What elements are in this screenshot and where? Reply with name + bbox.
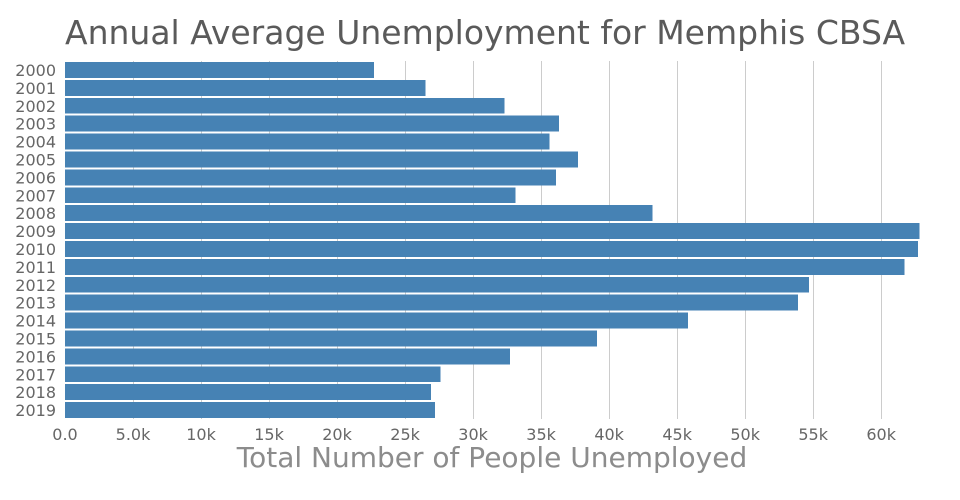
bar-2010 [65, 241, 918, 257]
y-tick-label: 2015 [15, 329, 56, 348]
y-axis-tick-labels: 2000200120022003200420052006200720082009… [15, 61, 56, 420]
x-tick-label: 55k [798, 425, 828, 444]
bar-2007 [65, 187, 516, 204]
bar-2011 [65, 258, 905, 275]
x-axis-tick-labels: 0.0 5.0k 10k 15k 20k 25k 30k 35k 40k 45k 50k 55k 60k [52, 425, 896, 444]
x-tick-label: 40k [594, 425, 624, 444]
y-tick-label: 2014 [15, 312, 56, 331]
x-axis-title: Total Number of People Unemployed [236, 441, 748, 474]
y-tick-label: 2001 [15, 79, 56, 98]
x-tick-label: 15k [254, 425, 284, 444]
y-tick-label: 2004 [15, 133, 56, 152]
y-tick-label: 2016 [15, 347, 56, 366]
y-tick-label: 2008 [15, 204, 56, 223]
x-tick-label: 5.0k [116, 425, 151, 444]
bar-2014 [65, 312, 689, 329]
x-tick-label: 25k [390, 425, 420, 444]
y-tick-label: 2003 [15, 115, 56, 134]
x-tick-label: 30k [458, 425, 488, 444]
bar-2013 [65, 294, 799, 311]
chart-title: Annual Average Unemployment for Memphis … [65, 13, 906, 52]
bar-2002 [65, 97, 505, 114]
y-tick-label: 2012 [15, 276, 56, 295]
y-tick-label: 2002 [15, 97, 56, 116]
bar-2019 [65, 402, 436, 418]
bar-2001 [65, 79, 426, 96]
bar-2003 [65, 115, 559, 132]
y-tick-label: 2010 [15, 240, 56, 259]
bar-2015 [65, 330, 597, 347]
y-tick-label: 2000 [15, 61, 56, 80]
bars [65, 62, 920, 418]
bar-2006 [65, 169, 557, 186]
x-tick-label: 35k [526, 425, 556, 444]
bar-2008 [65, 205, 653, 222]
bar-2000 [65, 62, 374, 78]
y-tick-label: 2006 [15, 168, 56, 187]
x-tick-label: 60k [866, 425, 896, 444]
bar-2005 [65, 151, 578, 168]
y-tick-label: 2007 [15, 186, 56, 205]
bar-2018 [65, 384, 431, 401]
y-tick-label: 2011 [15, 258, 56, 277]
bar-2009 [65, 223, 920, 239]
y-tick-label: 2013 [15, 294, 56, 313]
grid-lines [133, 61, 882, 419]
y-tick-label: 2018 [15, 383, 56, 402]
x-tick-label: 0.0 [52, 425, 77, 444]
y-tick-label: 2019 [15, 401, 56, 420]
y-tick-label: 2009 [15, 222, 56, 241]
bar-2016 [65, 348, 510, 365]
x-tick-label: 20k [322, 425, 352, 444]
bar-2004 [65, 133, 550, 150]
bar-2017 [65, 366, 441, 383]
y-tick-label: 2017 [15, 365, 56, 384]
y-tick-label: 2005 [15, 150, 56, 169]
bar-2012 [65, 276, 810, 293]
x-tick-label: 45k [662, 425, 692, 444]
x-tick-label: 10k [186, 425, 216, 444]
x-tick-label: 50k [730, 425, 760, 444]
